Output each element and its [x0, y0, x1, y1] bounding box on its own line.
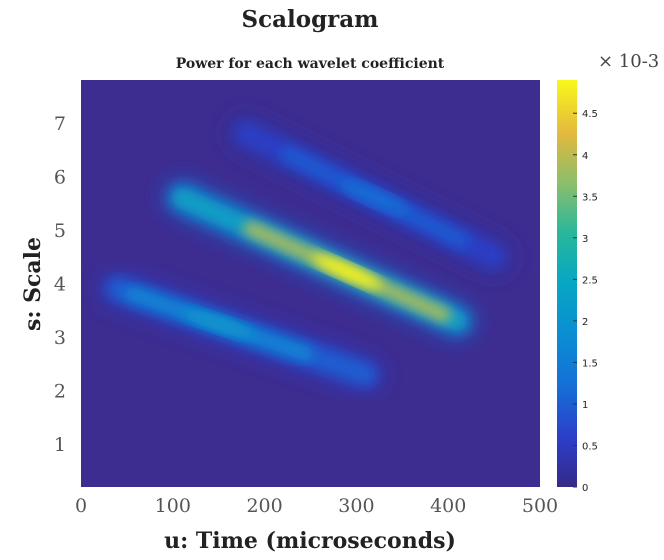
- ridge-peak: [312, 254, 383, 289]
- colorbar-tick-label: 4: [582, 151, 588, 162]
- y-tick-label: 4: [54, 274, 66, 296]
- y-tick-label: 2: [54, 381, 66, 403]
- colorbar-ticks: 0 0.5 1 1.5 2 2.5 3 3.5 4 4.5: [573, 109, 598, 494]
- x-tick-label: 500: [522, 495, 558, 517]
- chart-title: Scalogram: [241, 6, 378, 33]
- ridge-layer: [100, 116, 512, 392]
- y-tick-label: 3: [54, 327, 66, 349]
- colorbar-tick-label: 2: [582, 317, 588, 328]
- x-axis-ticks: 0 100 200 300 400 500: [75, 495, 558, 517]
- y-tick-label: 7: [54, 113, 66, 135]
- ridge-peak: [339, 180, 410, 215]
- colorbar-tick-label: 3.5: [582, 192, 598, 203]
- y-tick-label: 6: [54, 166, 66, 188]
- colorbar-tick-label: 0: [582, 483, 588, 494]
- colorbar-tick-label: 2.5: [582, 275, 598, 286]
- y-tick-label: 1: [54, 434, 66, 456]
- colorbar-tick-label: 1.5: [582, 358, 598, 369]
- y-axis-ticks: 1 2 3 4 5 6 7: [54, 113, 66, 456]
- x-axis-label: u: Time (microseconds): [164, 528, 456, 554]
- y-axis-label: s: Scale: [20, 237, 46, 331]
- y-tick-label: 5: [54, 220, 66, 242]
- ridge-peak: [182, 309, 255, 338]
- colorbar-tick-label: 3: [582, 234, 588, 245]
- colorbar-tick-label: 1: [582, 400, 588, 411]
- x-tick-label: 100: [155, 495, 191, 517]
- chart-subtitle: Power for each wavelet coefficient: [176, 56, 445, 72]
- colorbar-tick-label: 4.5: [582, 109, 598, 120]
- colorbar-tick-label: 0.5: [582, 441, 598, 452]
- colorbar: [557, 80, 577, 487]
- x-tick-label: 0: [75, 495, 87, 517]
- colorbar-exponent: × 10-3: [598, 51, 659, 72]
- x-tick-label: 300: [338, 495, 374, 517]
- x-tick-label: 400: [430, 495, 466, 517]
- x-tick-label: 200: [246, 495, 282, 517]
